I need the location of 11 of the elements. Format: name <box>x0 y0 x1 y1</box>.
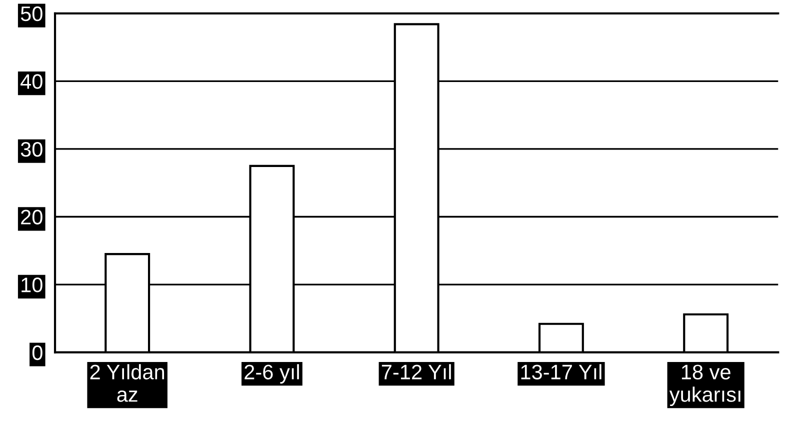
y-tick-label: 0 <box>32 345 42 360</box>
y-tick-label: 50 <box>20 6 42 22</box>
x-tick-label: 13-17 Yıl <box>521 364 602 380</box>
x-tick-label: 7-12 Yıl <box>382 364 451 380</box>
x-tick-label: 2-6 yıl <box>244 364 299 384</box>
y-tick-label: 30 <box>20 142 42 157</box>
y-tick-label: 10 <box>22 278 42 292</box>
x-tick-label: 2 Yıldan az <box>90 364 164 402</box>
y-tick-label: 20 <box>21 210 42 225</box>
y-tick-label: 40 <box>20 74 42 89</box>
x-tick-label: 18 ve yukarısı <box>669 364 740 406</box>
